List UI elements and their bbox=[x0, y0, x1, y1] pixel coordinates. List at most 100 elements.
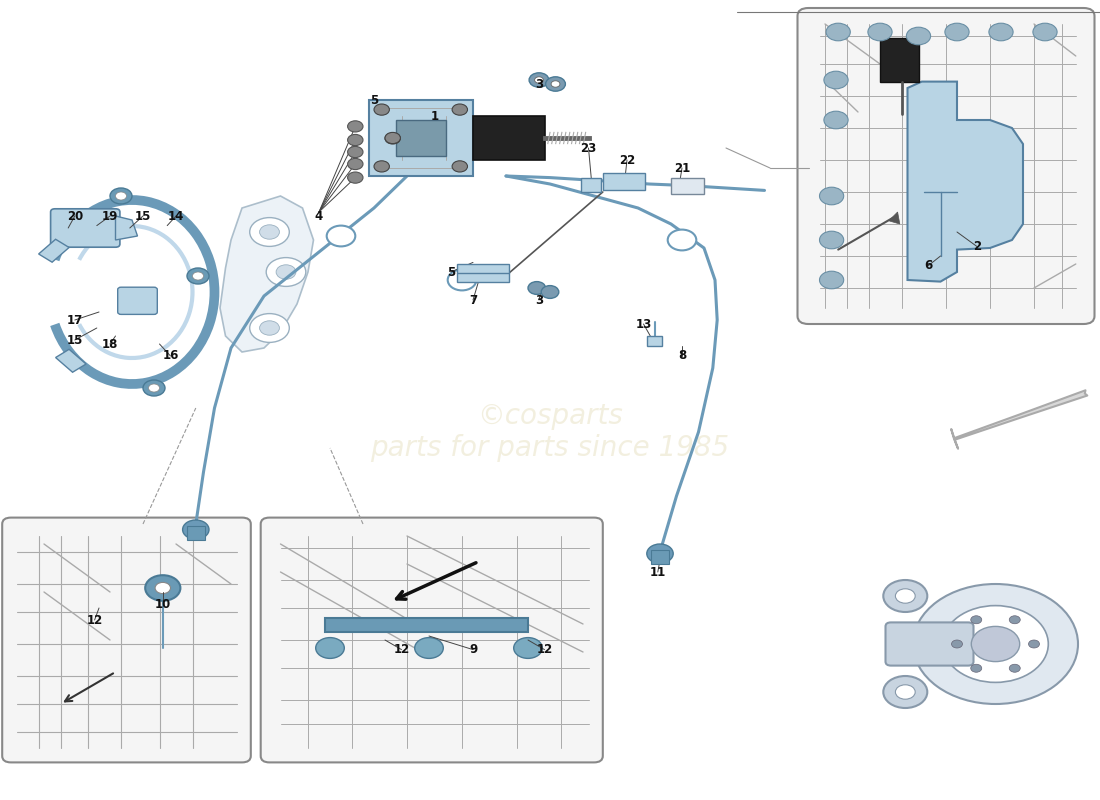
Circle shape bbox=[820, 271, 844, 289]
Circle shape bbox=[546, 77, 565, 91]
Circle shape bbox=[906, 27, 931, 45]
Circle shape bbox=[883, 676, 927, 708]
Circle shape bbox=[989, 23, 1013, 41]
Circle shape bbox=[1033, 23, 1057, 41]
Bar bbox=[456, 264, 509, 282]
Circle shape bbox=[826, 23, 850, 41]
Circle shape bbox=[348, 121, 363, 132]
Circle shape bbox=[952, 640, 962, 648]
Text: 15: 15 bbox=[135, 210, 151, 222]
Circle shape bbox=[1010, 664, 1021, 672]
Circle shape bbox=[385, 133, 400, 144]
Polygon shape bbox=[116, 216, 138, 240]
Text: 8: 8 bbox=[678, 350, 686, 362]
Bar bbox=[603, 173, 645, 190]
Circle shape bbox=[895, 685, 915, 699]
FancyBboxPatch shape bbox=[368, 100, 473, 176]
Bar bbox=[473, 116, 544, 160]
Text: ©cosparts
parts for parts since 1985: ©cosparts parts for parts since 1985 bbox=[371, 402, 729, 462]
Circle shape bbox=[824, 111, 848, 129]
Polygon shape bbox=[220, 196, 313, 352]
Text: 5: 5 bbox=[447, 266, 455, 278]
Circle shape bbox=[868, 23, 892, 41]
Bar bbox=[651, 550, 669, 564]
Circle shape bbox=[971, 616, 982, 624]
Circle shape bbox=[187, 268, 209, 284]
FancyBboxPatch shape bbox=[51, 209, 120, 247]
Circle shape bbox=[535, 77, 543, 83]
Text: 6: 6 bbox=[924, 259, 933, 272]
Circle shape bbox=[250, 314, 289, 342]
Circle shape bbox=[971, 626, 1020, 662]
Circle shape bbox=[551, 81, 560, 87]
Circle shape bbox=[647, 544, 673, 563]
Circle shape bbox=[110, 188, 132, 204]
Circle shape bbox=[541, 286, 559, 298]
Text: 23: 23 bbox=[581, 142, 596, 154]
Text: 13: 13 bbox=[636, 318, 651, 330]
Text: 12: 12 bbox=[394, 643, 409, 656]
Circle shape bbox=[250, 218, 289, 246]
FancyBboxPatch shape bbox=[261, 518, 603, 762]
Text: 3: 3 bbox=[535, 78, 543, 90]
Circle shape bbox=[260, 225, 279, 239]
Circle shape bbox=[276, 265, 296, 279]
Polygon shape bbox=[908, 82, 1023, 282]
Text: 14: 14 bbox=[168, 210, 184, 222]
Circle shape bbox=[514, 638, 542, 658]
Text: 21: 21 bbox=[674, 162, 690, 174]
Circle shape bbox=[260, 321, 279, 335]
Circle shape bbox=[945, 23, 969, 41]
Circle shape bbox=[116, 192, 127, 200]
Bar bbox=[880, 38, 918, 82]
Circle shape bbox=[448, 270, 476, 290]
Circle shape bbox=[145, 575, 180, 601]
Circle shape bbox=[824, 71, 848, 89]
Circle shape bbox=[452, 161, 468, 172]
Circle shape bbox=[183, 520, 209, 539]
Circle shape bbox=[883, 580, 927, 612]
Circle shape bbox=[348, 158, 363, 170]
Bar bbox=[324, 618, 528, 632]
Text: 10: 10 bbox=[155, 598, 170, 610]
Text: 22: 22 bbox=[619, 154, 635, 166]
Circle shape bbox=[1028, 640, 1040, 648]
Text: 7: 7 bbox=[469, 294, 477, 306]
Circle shape bbox=[327, 226, 355, 246]
FancyBboxPatch shape bbox=[118, 287, 157, 314]
Text: 5: 5 bbox=[370, 94, 378, 106]
Bar bbox=[56, 350, 86, 372]
Circle shape bbox=[913, 584, 1078, 704]
Circle shape bbox=[266, 258, 306, 286]
Circle shape bbox=[970, 664, 981, 672]
Circle shape bbox=[668, 230, 696, 250]
Circle shape bbox=[529, 73, 549, 87]
Circle shape bbox=[820, 231, 844, 249]
Bar bbox=[187, 526, 205, 540]
Circle shape bbox=[348, 134, 363, 146]
Circle shape bbox=[528, 282, 546, 294]
Text: 3: 3 bbox=[535, 294, 543, 306]
Text: 12: 12 bbox=[87, 614, 102, 626]
Circle shape bbox=[148, 384, 159, 392]
Bar bbox=[671, 178, 704, 194]
Circle shape bbox=[1010, 616, 1021, 624]
Text: 2: 2 bbox=[972, 240, 981, 253]
Text: 15: 15 bbox=[67, 334, 82, 346]
Circle shape bbox=[374, 104, 389, 115]
Text: 17: 17 bbox=[67, 314, 82, 326]
Circle shape bbox=[895, 589, 915, 603]
Text: 20: 20 bbox=[67, 210, 82, 222]
Text: 4: 4 bbox=[315, 210, 323, 222]
Text: 1: 1 bbox=[430, 110, 439, 122]
Circle shape bbox=[143, 380, 165, 396]
Text: 18: 18 bbox=[102, 338, 118, 350]
Circle shape bbox=[348, 146, 363, 158]
Circle shape bbox=[316, 638, 344, 658]
Circle shape bbox=[452, 104, 468, 115]
FancyBboxPatch shape bbox=[2, 518, 251, 762]
Circle shape bbox=[943, 606, 1048, 682]
Text: 16: 16 bbox=[163, 350, 178, 362]
Polygon shape bbox=[889, 212, 900, 224]
FancyBboxPatch shape bbox=[886, 622, 974, 666]
